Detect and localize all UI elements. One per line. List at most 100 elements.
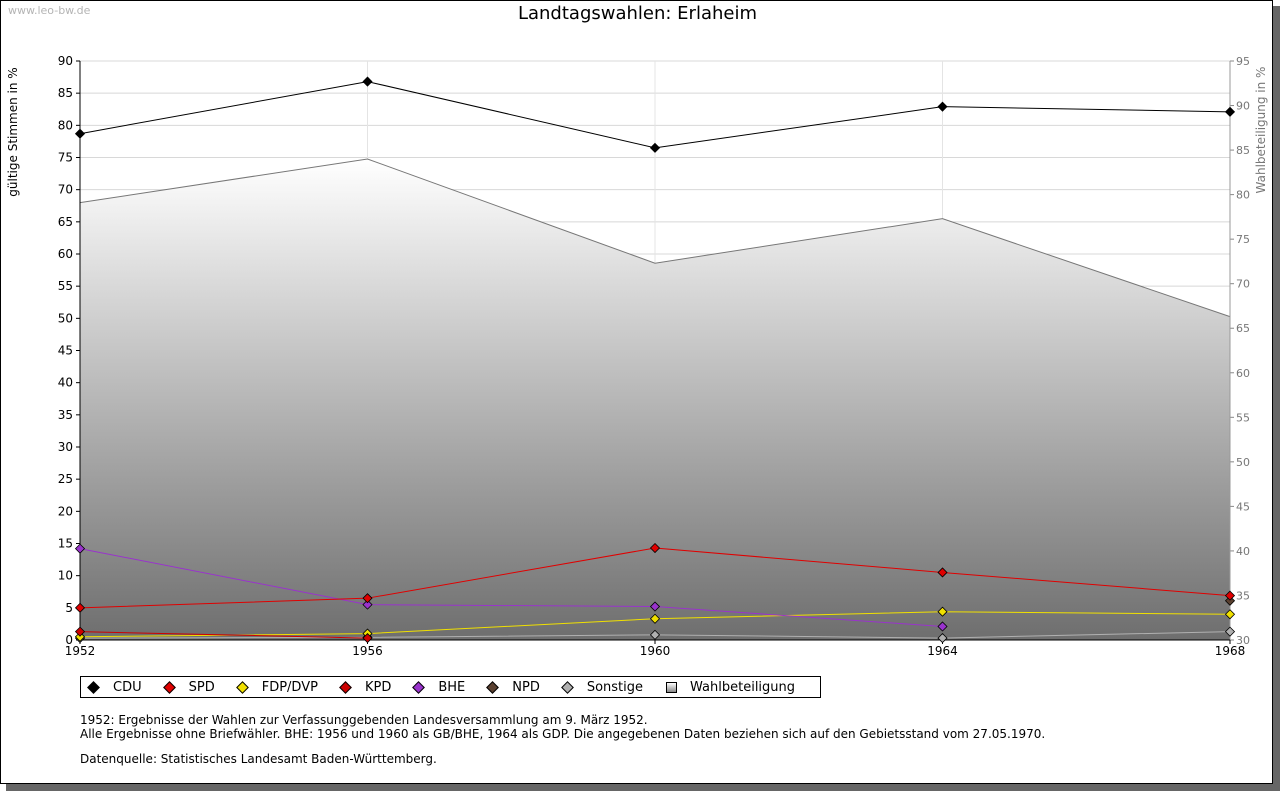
data-source: Datenquelle: Statistisches Landesamt Bad… xyxy=(80,752,437,766)
y-tick-label: 85 xyxy=(58,86,73,100)
data-point-sonstige xyxy=(1224,626,1236,637)
frame-shadow-bottom xyxy=(6,784,1280,791)
x-tick-label: 1956 xyxy=(352,644,383,658)
y-tick-label: 70 xyxy=(58,183,73,197)
footnote-line: 1952: Ergebnisse der Wahlen zur Verfassu… xyxy=(80,713,648,727)
data-point-cdu xyxy=(74,128,86,139)
y2-tick-label: 55 xyxy=(1236,411,1250,424)
y2-tick-label: 90 xyxy=(1236,100,1250,113)
y-tick-label: 90 xyxy=(58,54,73,68)
data-point-npd xyxy=(1224,595,1236,606)
y2-tick-label: 40 xyxy=(1236,545,1250,558)
y-tick-label: 80 xyxy=(58,118,73,132)
y-tick-label: 60 xyxy=(58,247,73,261)
data-point-spd xyxy=(1224,590,1236,601)
legend-item-wahlbeteiligung: Wahlbeteiligung xyxy=(666,680,795,695)
legend-label: KPD xyxy=(364,679,392,695)
data-point-fdp-dvp xyxy=(1224,609,1236,620)
chart-plot: 0 5 10 15 20 25 30 35 40 45 50 55 60 65 70 75 80 85 90 30 35… xyxy=(58,54,1250,658)
data-point-bhe xyxy=(937,621,948,632)
legend-swatch-diamond xyxy=(339,680,352,694)
legend-swatch-diamond xyxy=(412,680,426,694)
y2-tick-label: 30 xyxy=(1236,634,1250,647)
legend-label: Wahlbeteiligung xyxy=(690,679,796,695)
y2-tick-label: 45 xyxy=(1236,500,1250,513)
y-tick-label: 65 xyxy=(58,215,73,229)
data-point-bhe xyxy=(649,601,661,612)
y-tick-label: 35 xyxy=(58,408,73,422)
legend-item-cdu: CDU xyxy=(87,679,142,695)
data-point-spd xyxy=(937,567,948,578)
legend-item-fdp-dvp: FDP/DVP xyxy=(235,679,318,695)
y-tick-label: 25 xyxy=(58,472,73,486)
data-point-cdu xyxy=(649,142,661,153)
y2-tick-label: 60 xyxy=(1236,367,1250,380)
legend-label: BHE xyxy=(438,679,466,695)
data-point-fdp-dvp xyxy=(74,631,86,642)
y-tick-label: 55 xyxy=(58,279,73,293)
legend-swatch-diamond xyxy=(486,680,500,694)
y2-tick-label: 95 xyxy=(1236,55,1250,68)
legend-item-npd: NPD xyxy=(486,679,540,695)
y-tick-label: 5 xyxy=(65,601,73,615)
data-point-cdu xyxy=(1224,106,1236,117)
watermark: www.leo-bw.de xyxy=(8,4,91,17)
legend: CDU SPD FDP/DVP KPD BHE NPD Sonstige Wahlbeteil… xyxy=(80,676,821,698)
chart-title: Landtagswahlen: Erlaheim xyxy=(517,3,758,24)
x-tick-label: 1960 xyxy=(640,644,671,658)
legend-label: Sonstige xyxy=(586,679,644,695)
data-point-kpd xyxy=(74,626,86,637)
data-point-fdp-dvp xyxy=(937,606,948,617)
legend-swatch-diamond xyxy=(235,680,249,694)
footnote-line: Alle Ergebnisse ohne Briefwähler. BHE: 1… xyxy=(80,727,1046,741)
y-tick-label: 30 xyxy=(58,440,73,454)
frame-shadow-right xyxy=(1273,6,1280,791)
y2-tick-label: 35 xyxy=(1236,589,1250,602)
data-point-spd xyxy=(649,542,661,554)
series-line-bhe xyxy=(79,548,943,627)
data-point-sonstige xyxy=(649,629,661,640)
y-tick-label: 10 xyxy=(58,569,73,583)
y-tick-label: 40 xyxy=(58,376,73,390)
y-tick-label: 75 xyxy=(58,151,73,165)
x-tick-label: 1968 xyxy=(1215,644,1246,658)
data-point-bhe xyxy=(74,543,86,554)
legend-item-bhe: BHE xyxy=(412,679,466,695)
data-point-sonstige xyxy=(937,633,948,644)
data-point-cdu xyxy=(937,101,948,112)
legend-label: CDU xyxy=(113,679,142,695)
y-tick-label: 50 xyxy=(58,311,73,325)
data-point-kpd xyxy=(362,633,373,644)
legend-swatch-diamond xyxy=(162,680,176,694)
y2-tick-label: 80 xyxy=(1236,189,1250,202)
legend-item-sonstige: Sonstige xyxy=(560,679,644,695)
data-point-bhe xyxy=(362,599,373,610)
y-tick-label: 0 xyxy=(65,633,73,647)
legend-swatch-square xyxy=(666,681,678,693)
data-point-spd xyxy=(362,593,373,604)
data-point-spd xyxy=(74,602,86,613)
legend-swatch-diamond xyxy=(87,680,100,694)
y2-tick-label: 50 xyxy=(1236,456,1250,469)
footnotes: 1952: Ergebnisse der Wahlen zur Verfassu… xyxy=(80,713,1045,741)
x-tick-label: 1964 xyxy=(927,644,958,658)
x-tick-label: 1952 xyxy=(65,644,96,658)
y-tick-label: 20 xyxy=(58,504,73,518)
y2-tick-label: 85 xyxy=(1236,144,1250,157)
legend-label: FDP/DVP xyxy=(261,679,318,695)
legend-label: SPD xyxy=(188,679,215,695)
legend-item-spd: SPD xyxy=(162,679,215,695)
y2-tick-label: 65 xyxy=(1236,322,1250,335)
data-point-fdp-dvp xyxy=(649,613,661,624)
legend-item-kpd: KPD xyxy=(339,679,392,695)
series-line-wahlbeteiligung xyxy=(79,158,1231,318)
data-point-cdu xyxy=(362,76,373,87)
y2-tick-label: 70 xyxy=(1236,278,1250,291)
series-line-kpd xyxy=(79,631,368,639)
legend-swatch-diamond xyxy=(560,680,574,694)
legend-label: NPD xyxy=(512,679,540,695)
y-tick-label: 45 xyxy=(58,344,73,358)
series-area-wahlbeteiligung xyxy=(80,158,1230,640)
y2-tick-label: 75 xyxy=(1236,233,1250,246)
y-tick-label: 15 xyxy=(58,537,73,551)
